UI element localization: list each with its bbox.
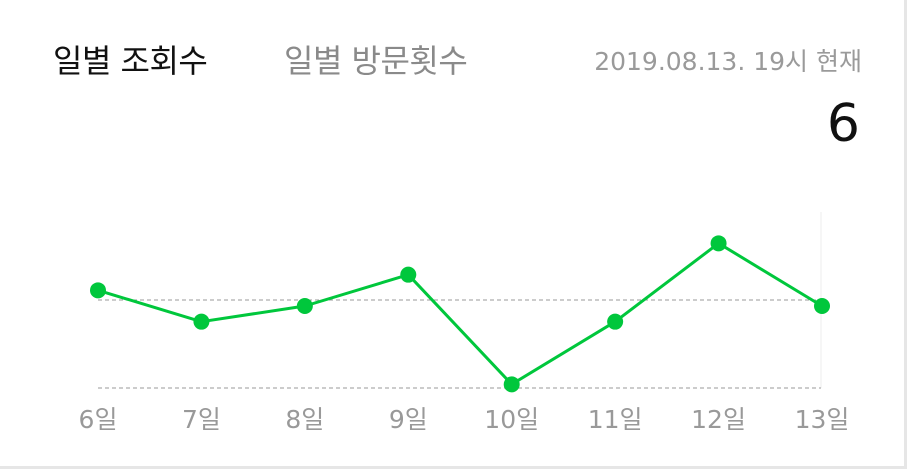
data-point[interactable] — [193, 314, 209, 330]
data-point[interactable] — [297, 298, 313, 314]
x-tick-label: 10일 — [484, 405, 539, 434]
data-point[interactable] — [400, 267, 416, 283]
x-tick-label: 13일 — [795, 405, 850, 434]
series-line — [98, 243, 822, 384]
x-tick-label: 11일 — [588, 405, 643, 434]
x-tick-label: 9일 — [389, 405, 428, 434]
data-point[interactable] — [711, 235, 727, 251]
daily-views-chart: 6일 7일 8일 9일 10일 11일 12일 13일 — [0, 0, 904, 466]
x-tick-label: 7일 — [182, 405, 221, 434]
data-point[interactable] — [90, 282, 106, 298]
x-tick-label: 8일 — [285, 405, 324, 434]
data-point[interactable] — [814, 298, 830, 314]
data-point[interactable] — [607, 314, 623, 330]
data-point[interactable] — [504, 376, 520, 392]
x-tick-label: 12일 — [691, 405, 746, 434]
x-tick-label: 6일 — [79, 405, 118, 434]
